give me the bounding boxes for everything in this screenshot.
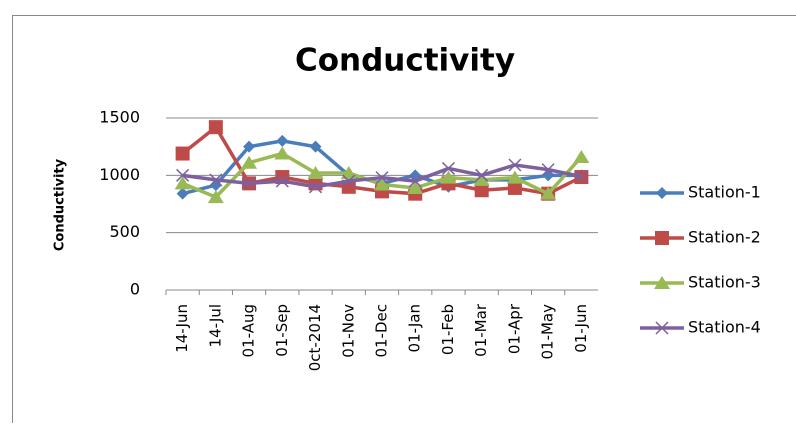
- legend-marker: [655, 231, 669, 245]
- y-tick-label: 1500: [99, 108, 140, 127]
- x-tick-label: 01-Aug: [240, 304, 258, 357]
- x-tick-label: 01-Feb: [439, 304, 457, 355]
- y-tick-label: 1000: [99, 165, 140, 184]
- legend-label: Station-3: [688, 273, 761, 292]
- x-tick-label: 14-Jun: [173, 304, 191, 353]
- x-tick-label: 01-Apr: [505, 303, 523, 354]
- x-tick-label: 01-Jun: [572, 304, 590, 353]
- legend-label: Station-4: [688, 318, 761, 337]
- x-tick-label: 01-Dec: [373, 304, 391, 358]
- y-tick-label: 0: [130, 280, 140, 299]
- series-marker: [176, 147, 190, 161]
- y-axis-label: Conductivity: [53, 158, 68, 251]
- chart-title: Conductivity: [295, 43, 515, 79]
- series-marker: [209, 120, 223, 134]
- x-tick-label: 14-Jul: [206, 304, 224, 347]
- x-tick-label: 01-Jan: [406, 304, 424, 352]
- x-tick-label: 01-Nov: [339, 304, 357, 358]
- y-tick-label: 500: [109, 222, 140, 241]
- x-tick-label: 01-Sep: [273, 304, 291, 357]
- x-tick-label: 0ct-2014: [306, 304, 324, 371]
- legend-label: Station-1: [688, 183, 761, 202]
- legend-label: Station-2: [688, 228, 761, 247]
- x-tick-label: 01-Mar: [472, 303, 490, 357]
- x-tick-label: 01-May: [539, 304, 557, 360]
